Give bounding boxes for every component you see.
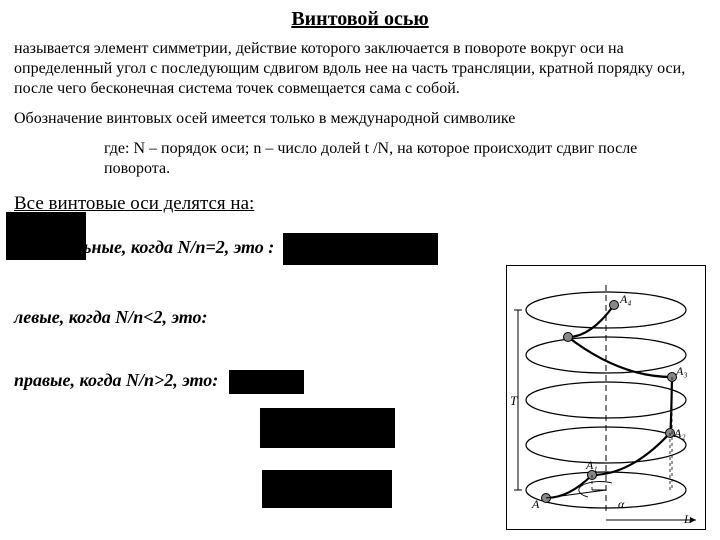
svg-text:A: A (531, 497, 540, 511)
case-neutral-line: нейтральные, когда N/n=2, это : (14, 233, 494, 265)
notation-paragraph: Обозначение винтовых осей имеется только… (14, 109, 706, 129)
where-clause: где: N – порядок оси; n – число долей t … (104, 139, 706, 179)
helix-diagram: T A A₁ A₂ A₃ A₄ α L (506, 265, 706, 530)
helix-svg: T A A₁ A₂ A₃ A₄ α L (506, 265, 706, 530)
svg-text:A₂: A₂ (673, 426, 686, 440)
redacted-right-after-box (229, 370, 304, 394)
svg-text:A₃: A₃ (675, 364, 688, 378)
case-left-line: левые, когда N/n<2, это: (14, 307, 494, 328)
svg-text:L: L (683, 512, 691, 526)
svg-text:α: α (618, 497, 625, 511)
redacted-right-box (262, 470, 392, 508)
case-left-label: левые, когда N/n<2, это: (14, 307, 208, 327)
case-right-label: правые, когда N/n>2, это: (14, 370, 218, 390)
case-right-line: правые, когда N/n>2, это: (14, 370, 494, 394)
svg-text:A₄: A₄ (619, 292, 632, 306)
page-title: Винтовой осью (14, 8, 706, 31)
redacted-left-box (260, 408, 395, 448)
svg-text:T: T (510, 393, 518, 408)
svg-text:A₁: A₁ (585, 458, 598, 472)
definition-paragraph: называется элемент симметрии, действие к… (14, 39, 706, 99)
redacted-symbol-box (6, 212, 86, 260)
classification-heading: Все винтовые оси делятся на: (14, 193, 706, 215)
redacted-neutral-box (283, 233, 438, 265)
